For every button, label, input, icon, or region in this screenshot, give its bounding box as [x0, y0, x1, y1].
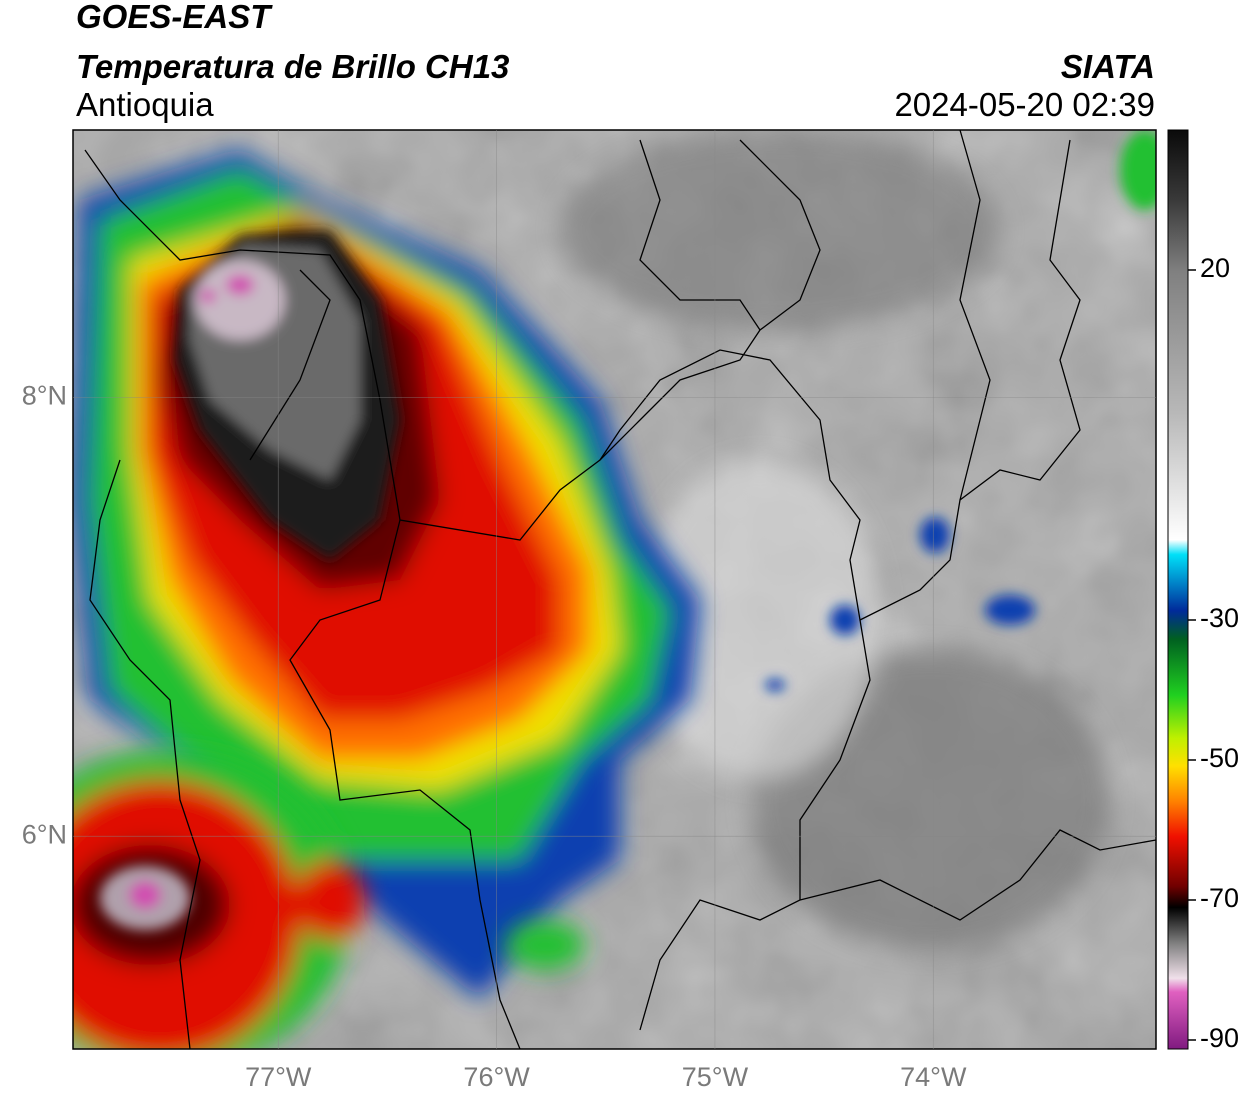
lon-tick-label: 76°W — [463, 1062, 530, 1092]
colorbar-tick-label: -50 — [1200, 743, 1239, 773]
satellite-title: GOES-EAST — [76, 0, 273, 35]
region-label: Antioquia — [76, 86, 214, 123]
lat-tick-label: 6°N — [22, 819, 67, 849]
lon-tick-label: 75°W — [682, 1062, 749, 1092]
lon-tick-label: 77°W — [245, 1062, 312, 1092]
colorbar — [1167, 129, 1189, 1050]
colorbar-tick-label: -70 — [1200, 883, 1239, 913]
colorbar-tick-label: -30 — [1200, 603, 1239, 633]
colorbar-tick-label: -90 — [1200, 1023, 1239, 1053]
colorbar-tick-label: 20 — [1200, 253, 1230, 283]
map-frame — [72, 129, 1157, 1050]
source-label: SIATA — [1061, 48, 1155, 85]
map-image — [73, 130, 1156, 1049]
lon-tick-label: 74°W — [900, 1062, 967, 1092]
product-title: Temperatura de Brillo CH13 — [76, 48, 509, 85]
datetime-label: 2024-05-20 02:39 — [894, 86, 1155, 123]
lat-tick-label: 8°N — [22, 381, 67, 411]
